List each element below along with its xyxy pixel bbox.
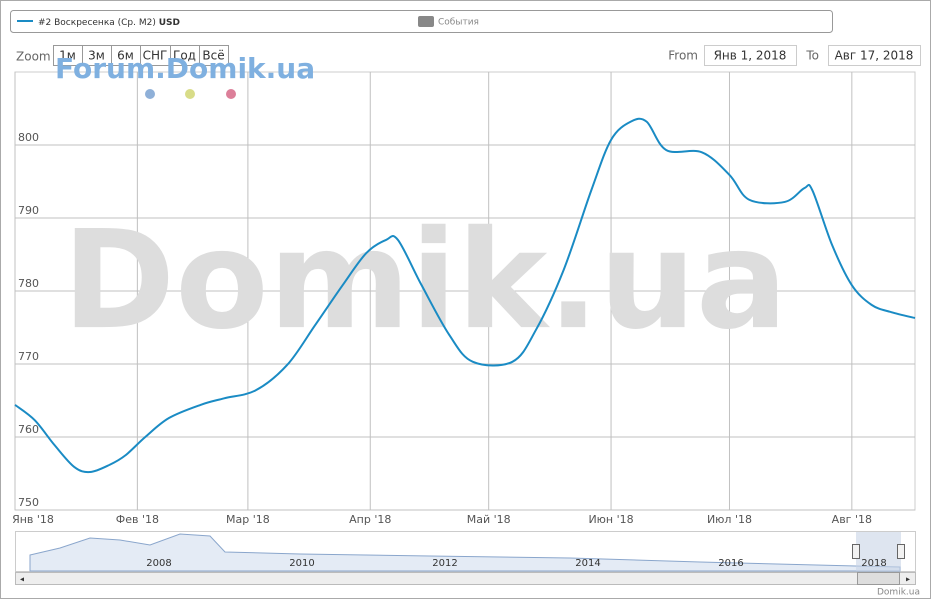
y-tick-label: 770	[18, 350, 39, 363]
y-tick-label: 750	[18, 496, 39, 509]
scrollbar-thumb[interactable]	[857, 572, 900, 585]
series-line	[14, 117, 916, 474]
zoom-button-label[interactable]: СНГ	[143, 49, 168, 63]
y-tick-label: 780	[18, 277, 39, 290]
navigator-year: 2016	[718, 558, 743, 569]
y-tick-label: 760	[18, 423, 39, 436]
x-tick-label: Фев '18	[116, 513, 159, 526]
to-value[interactable]: Авг 17, 2018	[835, 49, 914, 63]
zoom-button-label[interactable]: 3м	[88, 49, 105, 63]
from-input[interactable]	[704, 45, 797, 66]
events-entry[interactable]: События	[438, 18, 479, 28]
x-tick-label: Июл '18	[707, 513, 752, 526]
x-tick-label: Май '18	[467, 513, 511, 526]
navigator-year: 2014	[575, 558, 600, 569]
zoom-button-label[interactable]: Всё	[202, 49, 224, 63]
navigator-year: 2018	[861, 558, 886, 569]
zoom-label: Zoom	[16, 50, 51, 64]
to-label: To	[805, 49, 819, 63]
zoom-button-label[interactable]: 6м	[117, 49, 134, 63]
from-label: From	[668, 49, 698, 63]
navigator-mask	[856, 532, 901, 571]
dot	[145, 89, 155, 99]
from-value[interactable]: Янв 1, 2018	[714, 49, 787, 63]
navigator-handle[interactable]	[852, 544, 860, 559]
x-tick-label: Июн '18	[588, 513, 633, 526]
x-tick-label: Янв '18	[12, 513, 54, 526]
to-input[interactable]	[828, 45, 921, 66]
y-tick-label: 790	[18, 204, 39, 217]
zoom-button-label[interactable]: 1м	[59, 49, 76, 63]
x-tick-label: Мар '18	[226, 513, 270, 526]
x-tick-label: Авг '18	[832, 513, 872, 526]
navigator-year: 2010	[289, 558, 314, 569]
navigator-year: 2008	[146, 558, 171, 569]
scrollbar[interactable]	[15, 572, 916, 585]
scroll-left[interactable]: ◂	[20, 575, 24, 584]
navigator-handle[interactable]	[897, 544, 905, 559]
dot	[226, 89, 236, 99]
events-swatch	[418, 16, 434, 27]
x-tick-label: Апр '18	[349, 513, 391, 526]
dot	[185, 89, 195, 99]
credit: Domik.ua	[877, 588, 920, 598]
watermark: Domik.ua	[62, 202, 787, 360]
y-tick-label: 800	[18, 131, 39, 144]
zoom-button-label[interactable]: Год	[173, 49, 196, 63]
zoom-button[interactable]	[199, 45, 229, 66]
watermark-forum: Forum.Domik.ua	[55, 52, 315, 85]
navigator-year: 2012	[432, 558, 457, 569]
legend-entry[interactable]: #2 Воскресенка (Ср. M2) USD	[38, 18, 180, 28]
scroll-right[interactable]: ▸	[906, 575, 910, 584]
